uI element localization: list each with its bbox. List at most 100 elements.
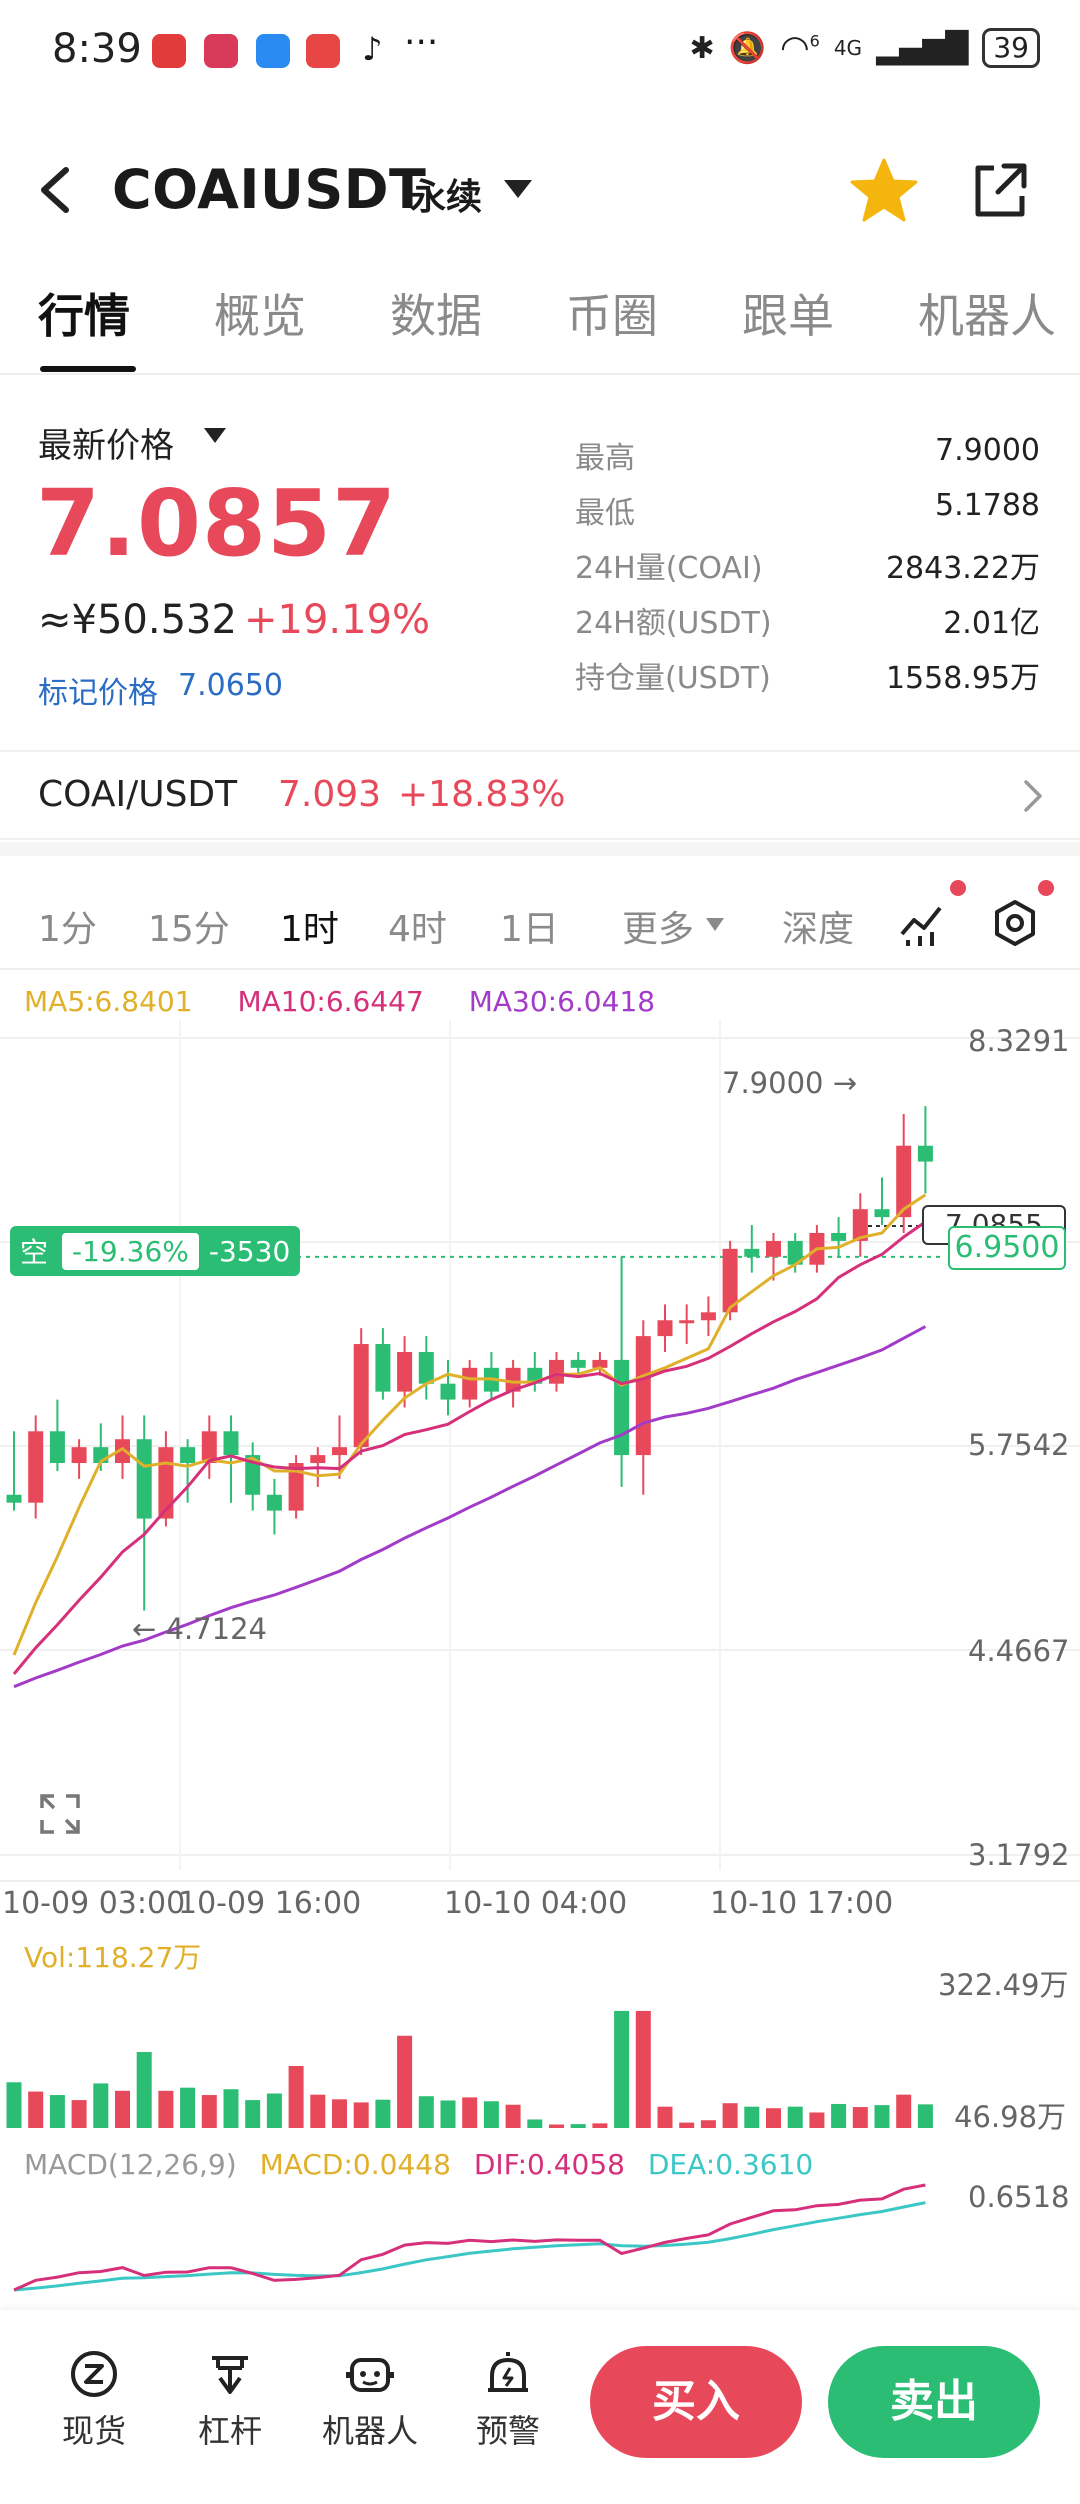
candle-body [71, 1447, 87, 1464]
interval-1h[interactable]: 1时 [280, 909, 339, 950]
dea-line [13, 2201, 926, 2292]
pair-title[interactable]: COAIUSDT [112, 158, 427, 221]
buy-button[interactable]: 买入 [590, 2346, 802, 2458]
last-price: 7.0857 [36, 470, 398, 577]
volume-bar [180, 2087, 196, 2128]
candle [852, 1193, 868, 1257]
candle [201, 1415, 217, 1479]
tab-data[interactable]: 数据 [390, 289, 482, 343]
volume-axis-tick: 322.49万 [938, 1968, 1069, 2002]
nav-leverage-label: 杠杆 [197, 2412, 262, 2450]
volume-bar [288, 2065, 304, 2128]
spot-market-row[interactable]: COAI/USDT 7.093 +18.83% [0, 750, 1080, 840]
candle-body [614, 1359, 630, 1456]
indicator-chart-icon[interactable] [898, 898, 948, 948]
candle [245, 1442, 261, 1511]
tab-active-indicator [40, 366, 136, 372]
interval-more[interactable]: 更多 [622, 909, 695, 950]
interval-1d[interactable]: 1日 [500, 909, 559, 950]
leverage-icon [212, 2356, 248, 2394]
volume-bar [896, 2094, 912, 2128]
position-tag[interactable]: 空 -19.36% -3530 [10, 1226, 301, 1276]
volume-bar [917, 2104, 933, 2128]
stat-turnover-label: 24H额(USDT) [575, 606, 772, 641]
network-type: 4G [833, 36, 863, 60]
candle [657, 1304, 673, 1352]
depth-tab[interactable]: 深度 [782, 909, 855, 950]
low-marker-label: ← 4.7124 [132, 1612, 267, 1646]
candle-body [462, 1367, 478, 1400]
candle-body [201, 1431, 217, 1464]
spot-icon [71, 2351, 117, 2397]
price-type-label[interactable]: 最新价格 [38, 426, 174, 466]
interval-4h[interactable]: 4时 [388, 909, 447, 950]
tab-overview[interactable]: 概览 [214, 289, 306, 343]
favorite-star-icon[interactable] [848, 154, 920, 226]
candle [483, 1351, 499, 1400]
mark-price-label: 标记价格 [38, 676, 158, 711]
caret-down-icon[interactable] [504, 180, 532, 200]
nav-leverage[interactable]: 杠杆 [170, 2348, 290, 2452]
ma10-line [12, 1220, 927, 1675]
nav-spot[interactable]: 现货 [34, 2348, 154, 2452]
volume-bar [527, 2119, 543, 2128]
tab-market[interactable]: 行情 [38, 289, 130, 343]
tab-bots[interactable]: 机器人 [918, 289, 1056, 343]
volume-bar [679, 2122, 695, 2128]
candle [614, 1256, 630, 1487]
volume-bar [462, 2097, 478, 2128]
contract-type[interactable]: 永续 [410, 177, 483, 218]
nav-alert[interactable]: 预警 [448, 2348, 568, 2452]
candle [353, 1328, 369, 1456]
volume-bar [657, 2106, 673, 2128]
bottom-nav: 现货 杠杆 机器人 预警 买入 卖出 [0, 2310, 1080, 2504]
candle-body [332, 1447, 347, 1456]
volume-bar [592, 2123, 608, 2128]
chart-settings-icon[interactable] [990, 898, 1040, 948]
volume-bar [93, 2083, 109, 2128]
candle [744, 1225, 760, 1273]
candle-body [440, 1383, 456, 1400]
volume-bar [549, 2124, 564, 2128]
candle-body [700, 1312, 716, 1321]
candle-body [766, 1240, 781, 1257]
interval-15m[interactable]: 15分 [148, 909, 230, 950]
nav-bots[interactable]: 机器人 [310, 2348, 430, 2452]
tab-copy-trading[interactable]: 跟单 [742, 289, 834, 343]
stat-high-value: 7.9000 [935, 433, 1040, 468]
position-pnl-percent: -19.36% [62, 1232, 199, 1270]
caret-down-icon[interactable] [204, 428, 226, 444]
ma10-value: MA10:6.6447 [237, 985, 424, 1018]
notification-dot [950, 880, 966, 896]
caret-down-icon[interactable] [706, 918, 724, 932]
fullscreen-icon[interactable] [38, 1792, 82, 1836]
candle [831, 1217, 847, 1257]
volume-legend: Vol:118.27万 [24, 1941, 202, 1974]
volume-bar [614, 2010, 630, 2128]
volume-bar [71, 2100, 87, 2128]
back-arrow-icon[interactable] [30, 160, 80, 220]
spot-change: +18.83% [398, 774, 566, 815]
sell-button[interactable]: 卖出 [828, 2346, 1040, 2458]
candle [288, 1455, 304, 1519]
volume-bar [570, 2124, 586, 2128]
notification-dot [1038, 880, 1054, 896]
candle [549, 1351, 564, 1392]
macd-legend: MACD(12,26,9) MACD:0.0448 DIF:0.4058 DEA… [24, 2148, 827, 2181]
volume-bar [418, 2096, 434, 2128]
volume-bar [722, 2103, 738, 2128]
volume-bar [483, 2101, 499, 2128]
dif-value: DIF:0.4058 [473, 2148, 625, 2181]
interval-1m[interactable]: 1分 [38, 909, 97, 950]
candlestick-chart[interactable] [0, 1020, 1080, 1870]
candle [136, 1415, 152, 1611]
candle [266, 1478, 282, 1535]
stat-turnover-value: 2.01亿 [943, 606, 1040, 641]
candle-body [28, 1431, 44, 1503]
share-icon[interactable] [964, 154, 1036, 226]
chevron-right-icon [1024, 780, 1042, 812]
volume-bar [28, 2091, 44, 2128]
tab-community[interactable]: 币圈 [566, 289, 658, 343]
x-axis-tick: 10-10 04:00 [444, 1886, 628, 1921]
candle-body [115, 1439, 130, 1464]
